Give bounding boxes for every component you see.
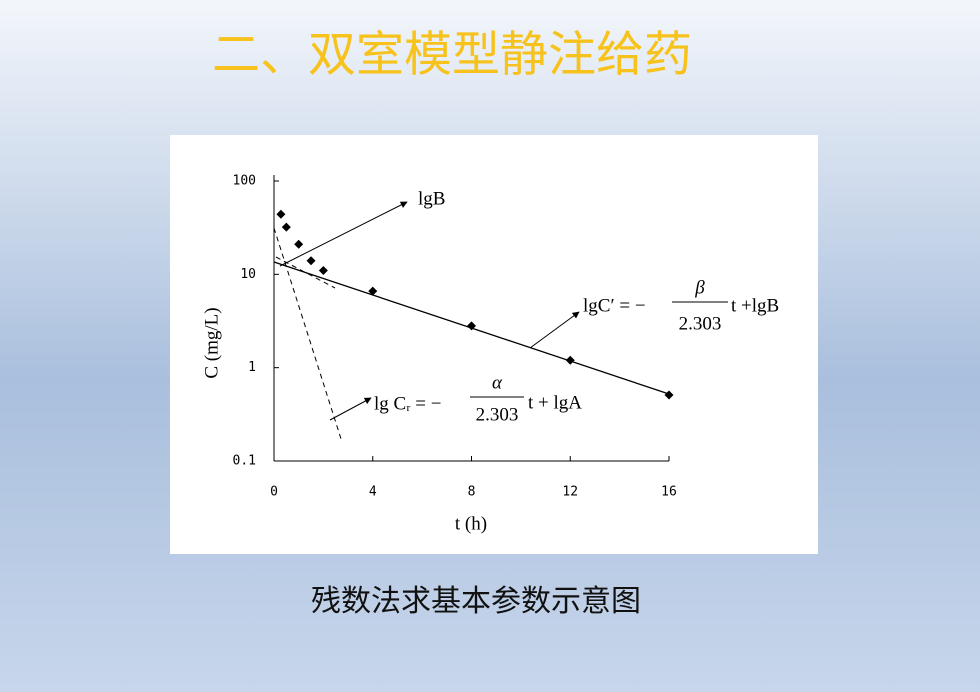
x-tick-label: 12 (562, 485, 578, 500)
caption: 残数法求基本参数示意图 (311, 584, 641, 619)
data-point (368, 286, 378, 296)
y-tick-label: 100 (233, 174, 256, 189)
x-tick-label: 4 (369, 485, 377, 500)
annotation: lgB (418, 188, 445, 209)
x-tick-label: 8 (468, 485, 476, 500)
data-point (318, 265, 328, 275)
data-point (664, 390, 674, 400)
arrow (279, 201, 408, 267)
equation-numerator: β (694, 277, 705, 298)
data-point (306, 256, 316, 266)
equation-denominator: 2.303 (476, 404, 519, 425)
equation-lhs: lg Cᵣ = − (374, 393, 442, 414)
equation-numerator: α (492, 372, 503, 393)
chart-panel (170, 135, 818, 554)
data-point (565, 355, 575, 365)
equation-rhs: t +lgB (731, 295, 779, 316)
data-point (276, 209, 286, 219)
equation-lhs: lgC′ = − (583, 295, 646, 316)
equation-rhs: t + lgA (528, 392, 582, 413)
equation-denominator: 2.303 (679, 313, 722, 334)
data-point (467, 321, 476, 331)
x-tick-label: 0 (270, 485, 278, 500)
arrow (529, 311, 580, 349)
x-axis-label: t (h) (455, 513, 487, 534)
data-point (294, 239, 304, 249)
data-point (281, 222, 291, 232)
y-axis-label: C (mg/L) (201, 307, 222, 378)
extrapolation-line (275, 256, 336, 289)
y-tick-label: 1 (248, 360, 256, 375)
x-tick-label: 16 (661, 485, 677, 500)
arrow (329, 397, 372, 421)
y-tick-label: 0.1 (233, 454, 256, 469)
y-tick-label: 10 (240, 267, 256, 282)
slide-title: 二、双室模型静注给药 (212, 27, 692, 83)
